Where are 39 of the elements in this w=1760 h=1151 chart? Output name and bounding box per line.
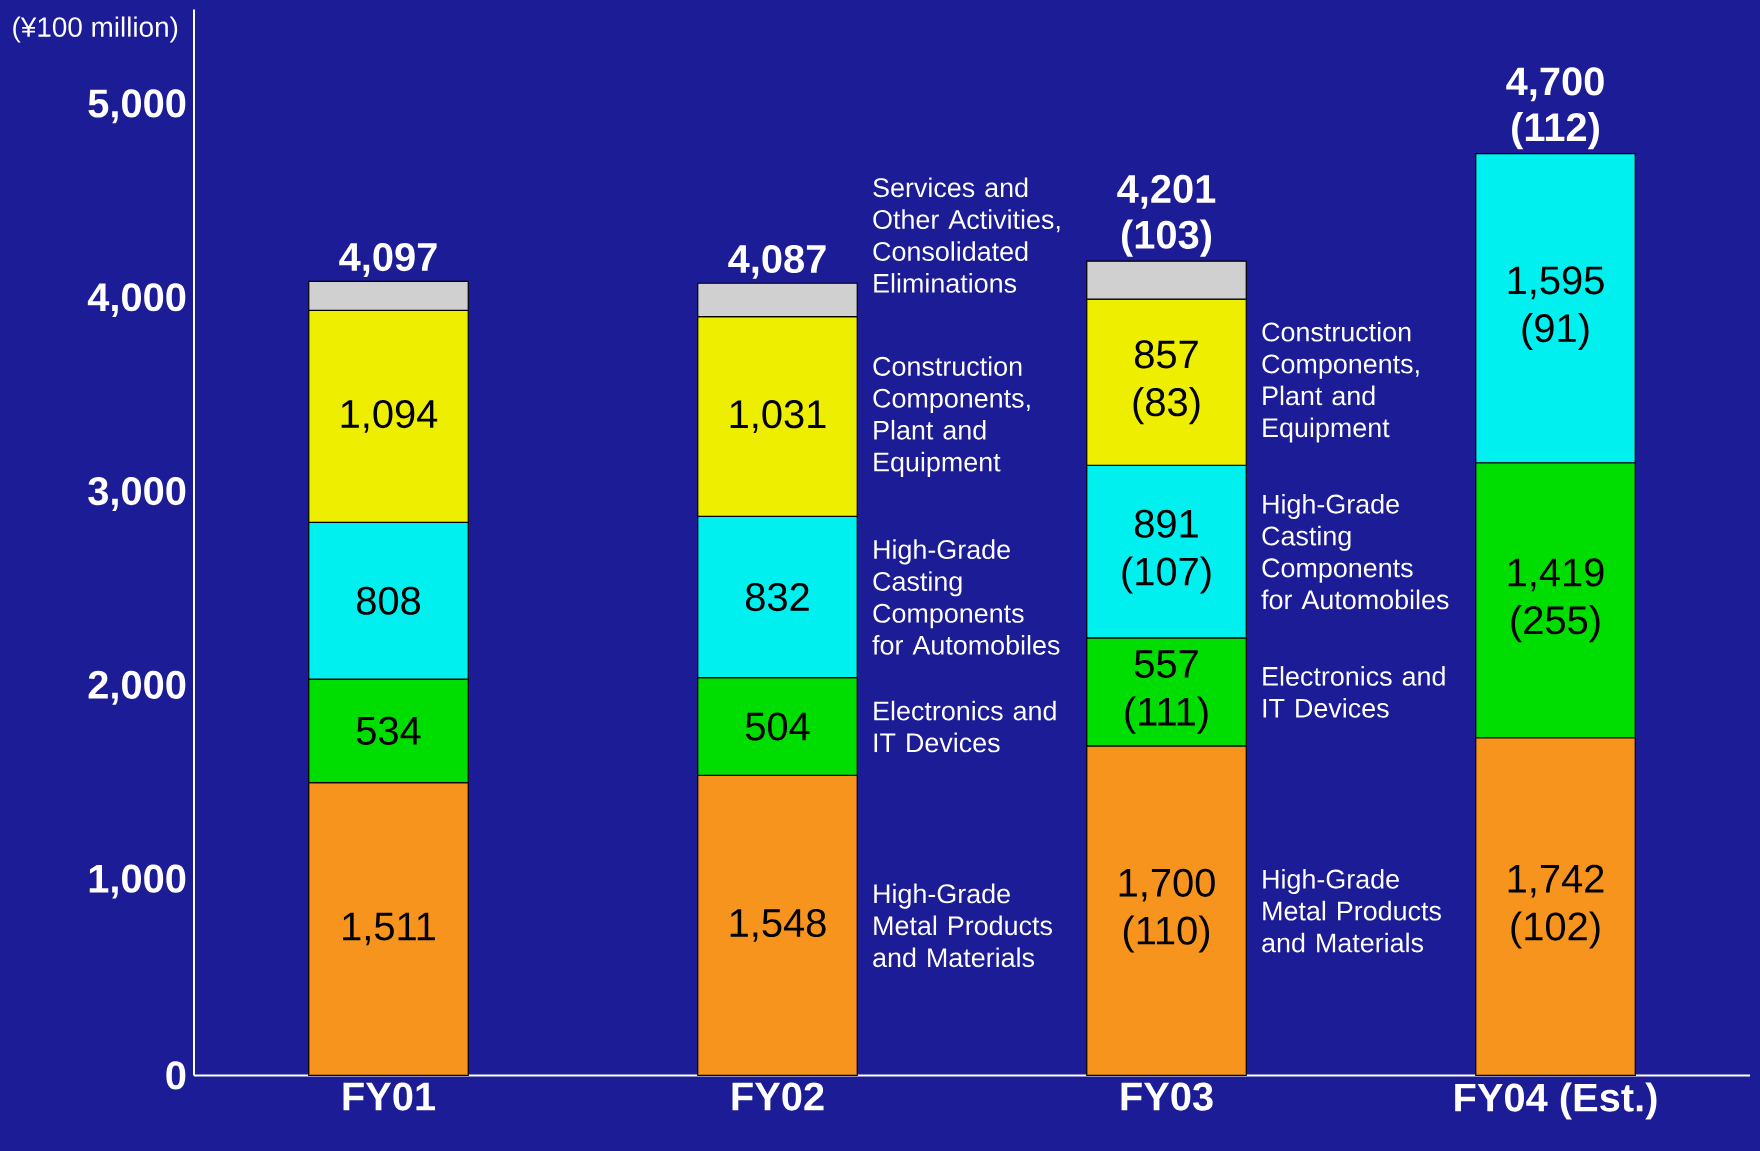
data-label: 1,595 (91) [1508,266,1604,351]
y-tick-label: 2,000 [88,670,186,705]
series-label: Electronics and IT Devices [1263,666,1445,718]
data-label: 504 [745,712,810,741]
text: Construction Components, Plant and Equipment [873,356,1030,477]
text: High-Grade Metal Products and Materials [873,883,1052,968]
total-label: 4,201 (103) [1117,174,1216,257]
text: Electronics and IT Devices [874,700,1056,753]
x-tick-label: FY02 [732,1082,824,1111]
data-label: 557 (111) [1125,650,1208,734]
data-label: 1,511 [343,912,435,946]
x-tick-label: FY04 (Est.) [1455,1082,1657,1120]
series-label: High-Grade Metal Products and Materials [1262,868,1441,953]
y-tick-label: 4,000 [87,283,186,318]
data-label: 1,742 (102) [1508,864,1604,949]
data-label: 832 [745,582,809,612]
x-tick-label: FY01 [343,1082,436,1111]
data-label: 1,031 [730,400,826,433]
data-label: 891 (107) [1122,509,1211,594]
total-label: 4,700 (112) [1506,67,1604,150]
series-label: Services and Other Activities, Consolidated Eliminations [873,177,1060,293]
y-tick-label: 0 [166,1061,186,1090]
data-label: 857 (83) [1133,340,1200,425]
y-tick-label: 5,000 [88,89,186,124]
data-label: 1,419 (255) [1508,558,1604,643]
y-axis-title: (¥100 million) [13,16,178,43]
text: High-Grade Casting Components for Automobiles [872,539,1060,655]
series-label: High-Grade Casting Components for Automobiles [1261,493,1449,610]
y-tick-label: 3,000 [88,476,186,511]
y-tick-label: 1,000 [89,864,186,899]
x-tick-label: FY03 [1121,1082,1213,1111]
data-label: 1,548 [730,908,826,942]
total-label: 4,087 [728,244,826,279]
data-label: 808 [356,586,421,615]
data-label: 1,700 (110) [1119,868,1215,953]
series-label: Construction Components, Plant and Equipment [1262,321,1419,443]
data-label: 534 [356,716,421,745]
data-label: 1,094 [341,399,438,433]
total-label: 4,097 [339,242,437,277]
